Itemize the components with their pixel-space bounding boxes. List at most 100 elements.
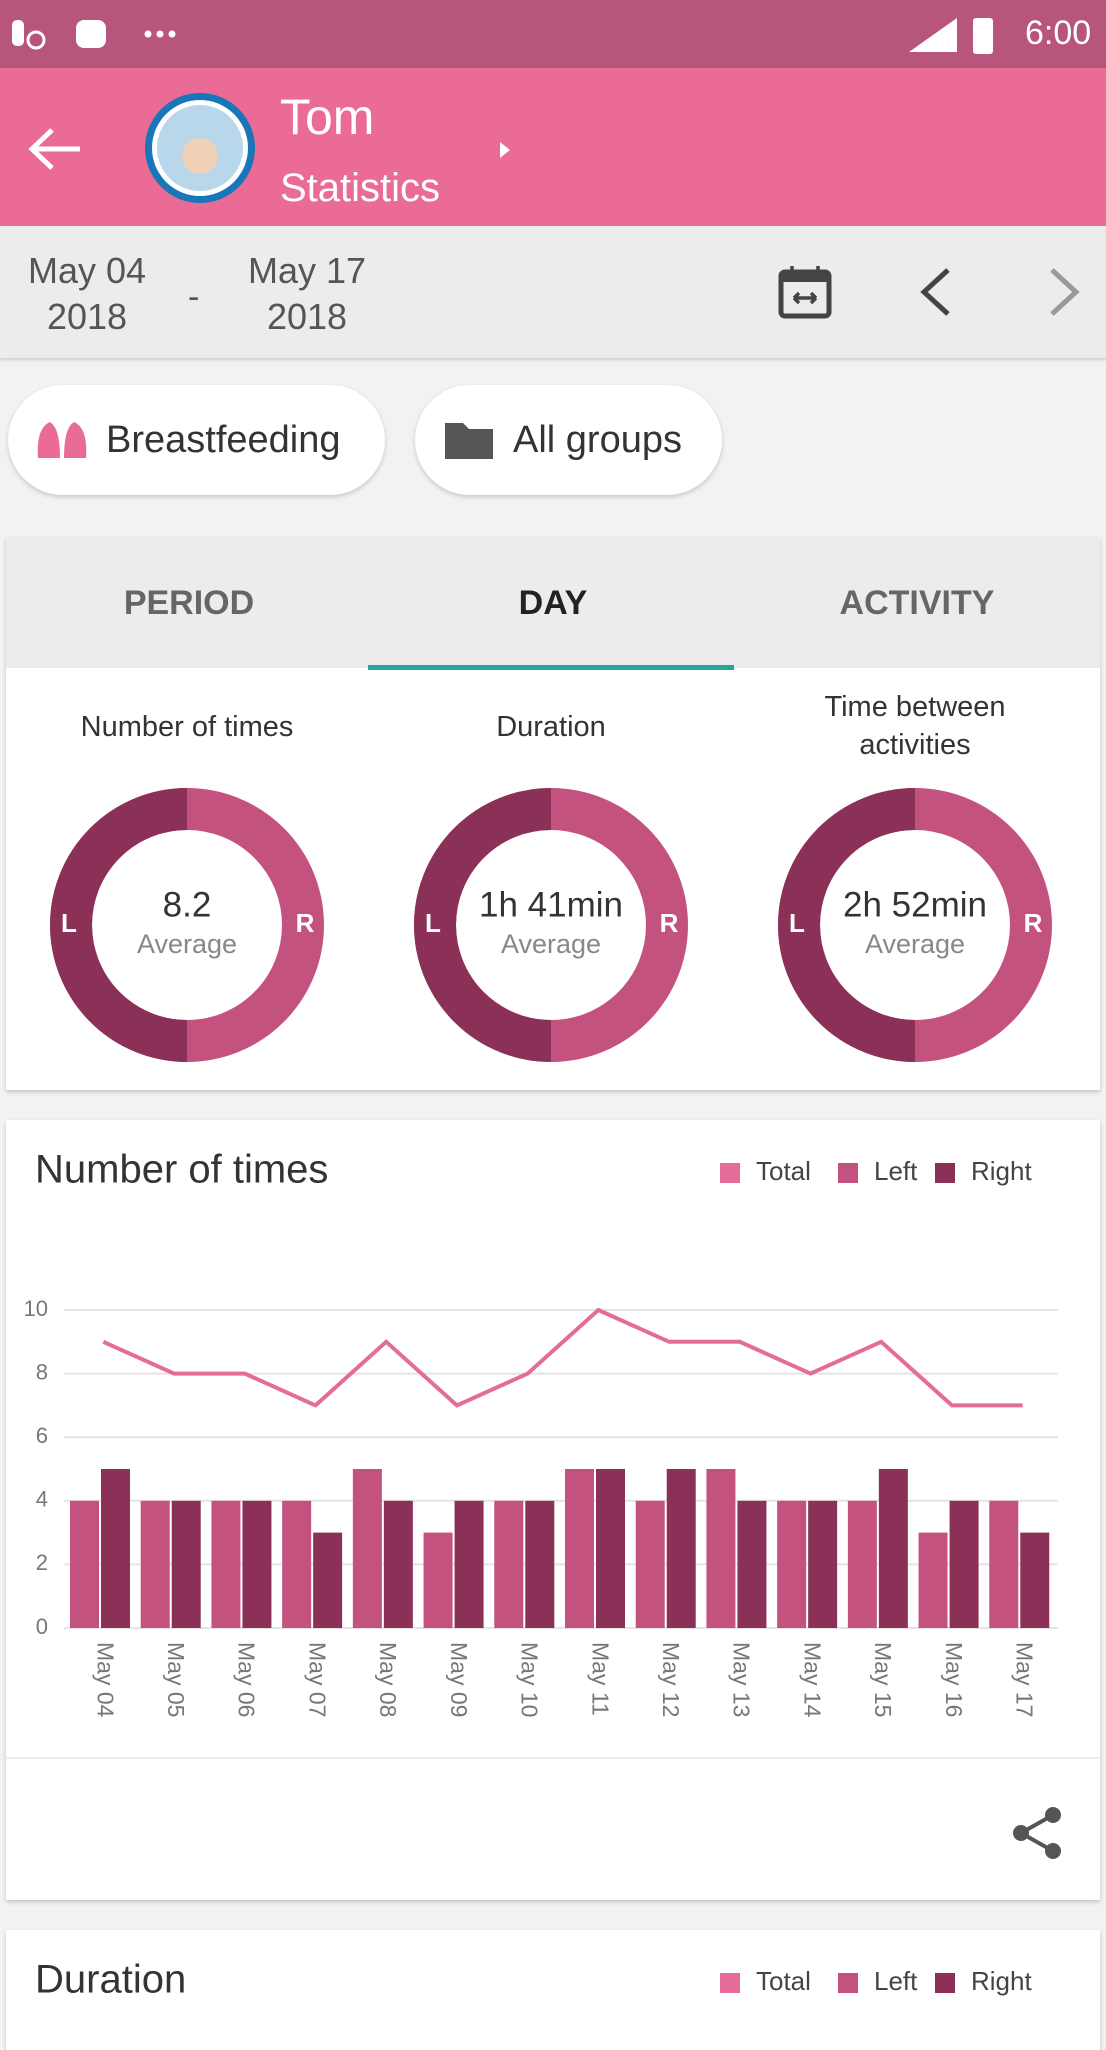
previous-button[interactable] (916, 266, 956, 318)
tab[interactable]: PERIOD (123, 583, 255, 622)
filter-label: Breastfeeding (106, 418, 341, 461)
bar (242, 1500, 272, 1628)
x-tick-label: May 10 (517, 1642, 543, 1717)
start-date[interactable]: May 04 2018 (12, 248, 162, 340)
y-tick-label: 10 (24, 1296, 48, 1321)
donut: L R 1h 41min Average (414, 788, 688, 1062)
status-bar: 6:00 (0, 0, 1106, 68)
y-tick-label: 4 (36, 1487, 48, 1512)
child-name[interactable]: Tom (280, 89, 375, 145)
donut-left (50, 788, 188, 1062)
x-tick-label: May 05 (163, 1642, 189, 1717)
bar (989, 1500, 1019, 1628)
tab-bar (6, 538, 1100, 668)
back-button[interactable] (28, 126, 84, 172)
start-day: May 04 (27, 250, 147, 291)
folder-icon (445, 423, 493, 459)
end-year: 2018 (266, 296, 348, 337)
group-filter[interactable]: All groups (415, 385, 722, 495)
bar (847, 1500, 877, 1628)
x-tick-label: May 16 (941, 1642, 967, 1717)
bar (494, 1500, 524, 1628)
legend-label: Total (756, 1966, 811, 1996)
y-tick-label: 8 (36, 1359, 48, 1384)
bar (70, 1500, 99, 1628)
right-label: R (1024, 908, 1043, 938)
end-day: May 17 (247, 250, 367, 291)
tab[interactable]: DAY (518, 583, 588, 622)
calendar-button[interactable] (776, 262, 834, 322)
bar (808, 1500, 838, 1628)
x-tick-label: May 14 (799, 1642, 825, 1718)
activity-filter[interactable]: Breastfeeding (8, 385, 385, 495)
donut: L R 2h 52min Average (778, 788, 1052, 1062)
avatar[interactable] (142, 90, 258, 206)
bar (596, 1469, 625, 1628)
donut-left (778, 788, 916, 1062)
x-tick-label: May 12 (658, 1642, 684, 1717)
status-icons (12, 20, 176, 50)
filter-label: All groups (513, 418, 682, 461)
card-title: Duration (35, 1958, 186, 2002)
clock: 6:00 (1025, 14, 1092, 52)
bar (666, 1469, 696, 1628)
donut: L R 8.2 Average (50, 788, 324, 1062)
next-button[interactable] (1044, 266, 1084, 318)
screen-subtitle: Statistics (280, 166, 441, 210)
date-bar: May 04 2018 - May 17 2018 (0, 226, 1106, 358)
bar (878, 1469, 908, 1628)
right-label: R (660, 908, 679, 938)
x-tick-label: May 07 (304, 1642, 330, 1717)
legend-label: Right (971, 1156, 1032, 1186)
left-label: L (425, 908, 441, 938)
dropdown-arrow[interactable] (498, 140, 512, 160)
x-tick-label: May 17 (1012, 1642, 1038, 1717)
summary-caption: Average (137, 929, 237, 959)
right-label: R (296, 908, 315, 938)
total-line (102, 1307, 1023, 1408)
legend-swatch (838, 1973, 858, 1993)
tab[interactable]: ACTIVITY (839, 583, 995, 622)
summary-caption: Average (501, 929, 601, 959)
signal-battery (909, 18, 993, 54)
bar (706, 1469, 736, 1628)
bar (101, 1469, 130, 1628)
share-button[interactable] (1013, 1807, 1061, 1859)
summary-value: 8.2 (163, 885, 212, 924)
legend-swatch (935, 1973, 955, 1993)
bar (171, 1500, 201, 1628)
summary-label: Number of times (80, 711, 294, 743)
breastfeeding-icon (37, 422, 87, 458)
legend-swatch (838, 1163, 858, 1183)
bar (211, 1500, 241, 1628)
summary-value: 1h 41min (479, 885, 623, 924)
bar (565, 1469, 594, 1628)
x-tick-label: May 15 (870, 1642, 896, 1717)
bar (949, 1500, 979, 1628)
legend-label: Total (756, 1156, 811, 1186)
bar (313, 1532, 343, 1628)
x-tick-label: May 13 (729, 1642, 755, 1717)
bar (918, 1532, 948, 1628)
x-tick-label: May 11 (587, 1642, 613, 1716)
legend-swatch (720, 1163, 740, 1183)
legend-label: Right (971, 1966, 1032, 1996)
legend-label: Left (874, 1156, 918, 1186)
bar (777, 1500, 807, 1628)
summary-label: Time between activities (824, 691, 1006, 761)
left-label: L (61, 908, 77, 938)
x-tick-label: May 06 (234, 1642, 260, 1717)
bar (282, 1500, 312, 1628)
bar (423, 1532, 453, 1628)
donut-left (414, 788, 552, 1062)
y-tick-label: 0 (36, 1614, 48, 1639)
start-year: 2018 (46, 296, 128, 337)
bar (525, 1500, 555, 1628)
y-tick-label: 6 (36, 1423, 48, 1448)
end-date[interactable]: May 17 2018 (232, 248, 382, 340)
summary-label: Duration (496, 711, 606, 743)
bar (140, 1500, 170, 1628)
bar (737, 1500, 767, 1628)
legend-swatch (935, 1163, 955, 1183)
